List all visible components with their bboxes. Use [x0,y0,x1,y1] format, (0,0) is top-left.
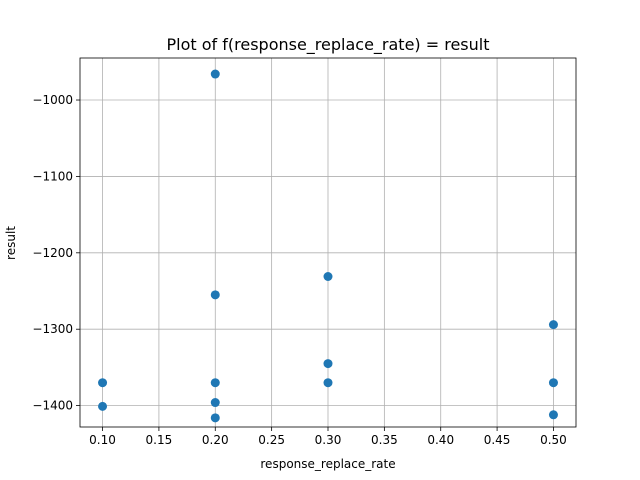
data-point [210,290,220,300]
y-tick-label: −1300 [32,322,73,336]
x-tick-label: 0.35 [371,433,398,447]
ticks: 0.10 0.15 0.20 0.25 0.30 0.35 0.40 0.45 0.50 −140… [32,93,566,447]
data-point [210,69,220,79]
x-axis-label: response_replace_rate [260,457,395,471]
data-point [548,410,558,420]
data-point [210,378,220,388]
y-tick-label: −1200 [32,246,73,260]
data-point [98,378,108,388]
data-point [210,413,220,423]
data-points [98,69,558,423]
x-tick-label: 0.15 [146,433,173,447]
y-tick-label: −1400 [32,399,73,413]
chart-title: Plot of f(response_replace_rate) = resul… [167,35,490,55]
data-point [548,378,558,388]
x-tick-label: 0.50 [540,433,567,447]
data-point [323,378,333,388]
grid [80,58,576,427]
data-point [98,401,108,411]
x-tick-label: 0.10 [89,433,116,447]
x-tick-label: 0.30 [315,433,342,447]
data-point [323,359,333,369]
data-point [548,320,558,330]
data-point [210,398,220,408]
y-axis-label: result [4,226,18,260]
data-point [323,271,333,281]
y-tick-label: −1100 [32,169,73,183]
y-tick-label: −1000 [32,93,73,107]
x-tick-label: 0.45 [484,433,511,447]
x-tick-label: 0.20 [202,433,229,447]
x-tick-label: 0.25 [258,433,285,447]
x-tick-label: 0.40 [427,433,454,447]
